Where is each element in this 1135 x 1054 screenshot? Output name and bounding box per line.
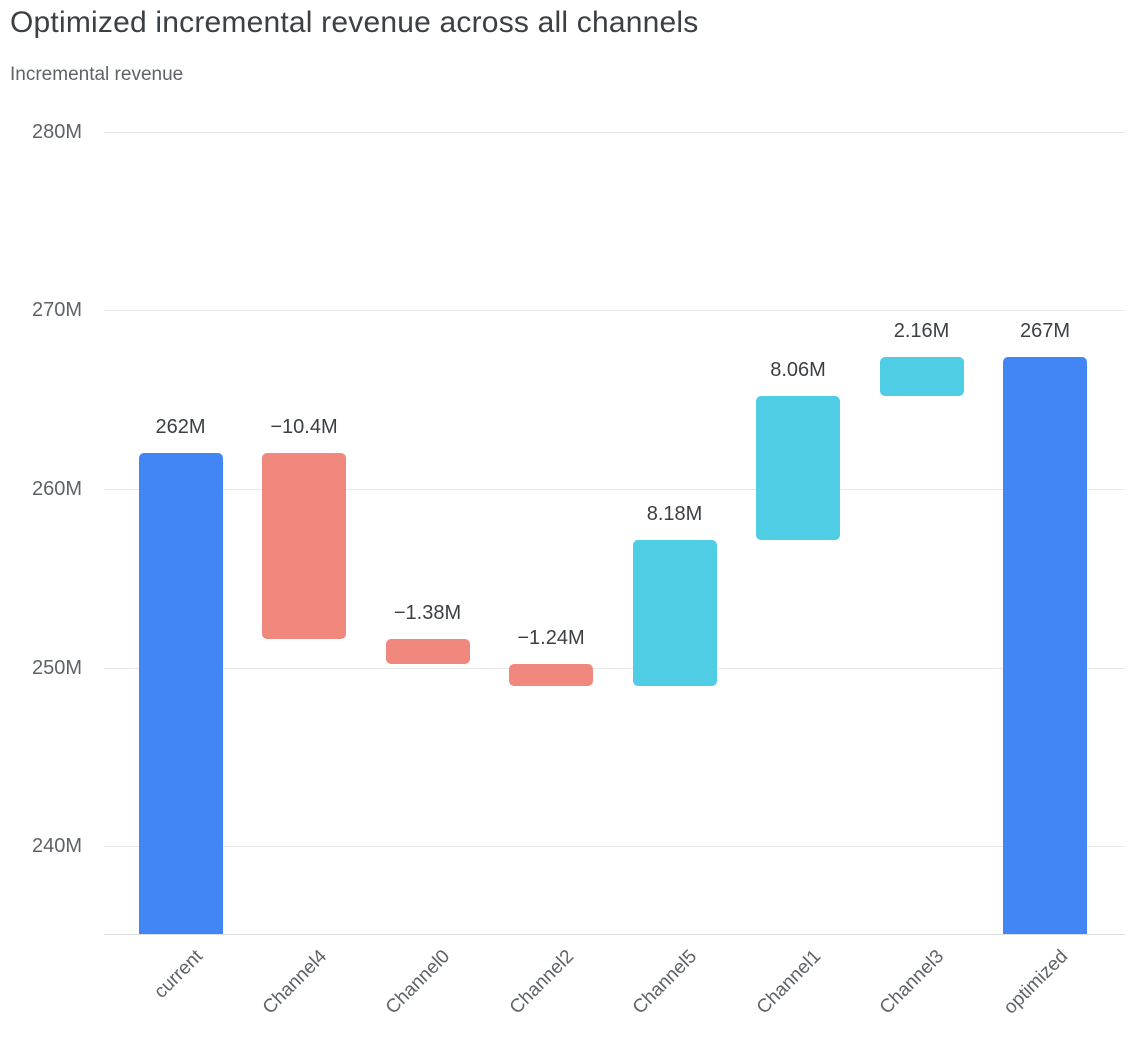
bar-value-label-Channel0: −1.38M [393, 602, 462, 625]
y-tick-label-240M: 240M [31, 835, 82, 857]
gridline-250M [104, 668, 1125, 669]
bar-Channel2[interactable] [509, 663, 593, 686]
gridline-260M [104, 489, 1125, 490]
y-tick-label-280M: 280M [31, 121, 82, 143]
bar-value-label-Channel2: −1.24M [517, 626, 585, 649]
bar-value-label-current: 262M [155, 416, 206, 439]
x-tick-label-Channel4: Channel4 [258, 946, 331, 1019]
bar-Channel5[interactable] [632, 539, 717, 686]
bar-value-label-optimized: 267M [1019, 320, 1071, 343]
bar-current[interactable] [138, 453, 223, 934]
gridline-270M [104, 310, 1125, 311]
x-tick-label-Channel5: Channel5 [628, 946, 702, 1019]
y-tick-label-250M: 250M [31, 657, 82, 679]
bar-Channel4[interactable] [262, 453, 346, 640]
bar-value-label-Channel3: 2.16M [893, 320, 950, 343]
y-tick-label-260M: 260M [31, 478, 82, 500]
bar-value-label-Channel5: 8.18M [646, 502, 703, 525]
y-tick-label-270M: 270M [31, 299, 82, 321]
x-tick-label-Channel0: Channel0 [381, 946, 455, 1019]
bar-value-label-Channel1: 8.06M [770, 358, 826, 381]
x-tick-label-Channel2: Channel2 [505, 946, 578, 1019]
x-tick-label-current: current [150, 946, 208, 1003]
gridline-280M [104, 132, 1125, 133]
chart-title: Optimized incremental revenue across all… [10, 6, 699, 39]
gridline-240M [104, 846, 1125, 847]
x-axis-line [104, 934, 1125, 935]
bar-Channel1[interactable] [756, 395, 840, 540]
x-tick-label-Channel3: Channel3 [875, 946, 949, 1019]
chart-subtitle: Incremental revenue [10, 64, 184, 85]
bar-optimized[interactable] [1003, 357, 1087, 934]
x-tick-label-optimized: optimized [999, 946, 1072, 1019]
bar-Channel3[interactable] [879, 357, 964, 396]
bar-value-label-Channel4: −10.4M [270, 416, 338, 439]
bar-Channel0[interactable] [385, 639, 470, 664]
x-tick-label-Channel1: Channel1 [752, 946, 825, 1019]
